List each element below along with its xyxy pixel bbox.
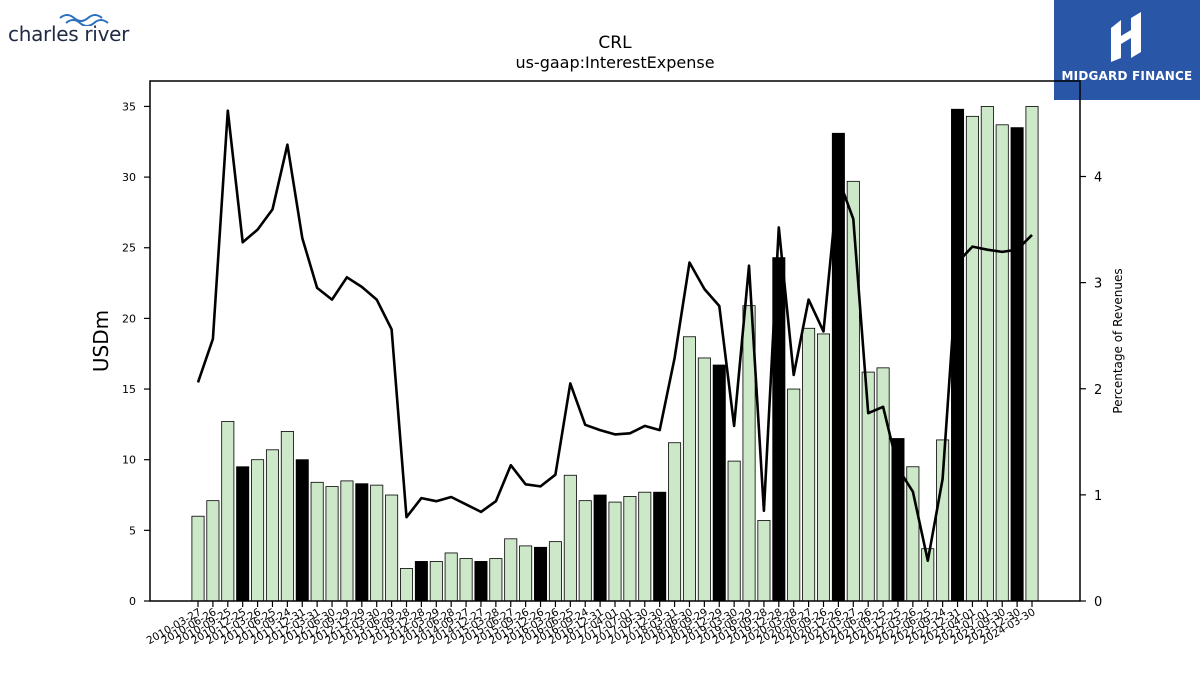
bar	[623, 496, 637, 602]
bar	[593, 494, 607, 602]
bar	[965, 115, 979, 602]
bar	[280, 431, 294, 602]
y2-tick-label: 2	[1094, 383, 1102, 398]
y-tick-label: 25	[122, 242, 136, 255]
y2-tick-label: 0	[1094, 595, 1102, 610]
x-axis: 2010-03-272010-06-262010-09-252010-12-25…	[145, 601, 1038, 647]
bar	[295, 459, 309, 602]
y-tick-label: 15	[122, 383, 136, 396]
bar	[980, 106, 994, 602]
y-tick-label: 20	[122, 312, 136, 325]
bar	[236, 466, 250, 602]
bar	[876, 367, 890, 602]
bar	[697, 357, 711, 602]
bar	[831, 132, 845, 602]
bar	[846, 180, 860, 602]
charles-river-logo: charles river	[8, 10, 138, 46]
bar	[385, 494, 399, 602]
bar	[519, 545, 533, 602]
bar	[340, 480, 354, 602]
y2-tick-label: 3	[1094, 277, 1102, 292]
bar	[712, 364, 726, 602]
chart-subtitle: us-gaap:InterestExpense	[515, 53, 714, 72]
bar	[668, 442, 682, 602]
bar	[370, 484, 384, 602]
y-axis-right: 0 1 2 3 4	[1080, 171, 1102, 610]
bar	[310, 481, 324, 602]
bar	[325, 486, 339, 602]
bar	[563, 474, 577, 602]
bar	[504, 538, 518, 602]
y-tick-label: 10	[122, 454, 136, 467]
bar	[578, 500, 592, 602]
percentage-line	[196, 109, 1033, 563]
chart-title: CRL	[598, 33, 632, 53]
bar	[653, 491, 667, 602]
bar	[1025, 106, 1039, 602]
y-axis-label: USDm	[89, 310, 113, 372]
bar	[548, 541, 562, 602]
bar	[265, 449, 279, 602]
bars-layer	[191, 106, 1039, 602]
y-axis-left: 0 5 10 15 20 25 30 35	[122, 100, 150, 608]
bar	[399, 568, 414, 602]
bar	[757, 520, 771, 602]
bar	[444, 552, 458, 602]
bar	[489, 558, 503, 602]
bar	[414, 561, 428, 602]
y-tick-label: 35	[122, 100, 136, 113]
bar	[787, 388, 801, 602]
y-tick-label: 30	[122, 171, 136, 184]
bar	[251, 459, 265, 602]
bar	[534, 546, 548, 602]
bar	[1010, 127, 1024, 602]
midgard-finance-logo: MIDGARD FINANCE	[1054, 0, 1200, 100]
line-layer	[196, 109, 1033, 563]
midgard-mark-icon	[1111, 12, 1141, 62]
bar	[429, 561, 443, 602]
bar	[191, 515, 205, 602]
y2-axis-label: Percentage of Revenues	[1111, 268, 1125, 413]
bar	[355, 483, 369, 602]
bar	[206, 500, 220, 602]
y-tick-label: 0	[129, 595, 136, 608]
bar	[816, 333, 831, 602]
bar	[638, 491, 652, 602]
midgard-finance-logo-text: MIDGARD FINANCE	[1061, 69, 1193, 83]
bar	[682, 336, 696, 602]
bar	[951, 108, 965, 602]
wave-icon	[59, 14, 109, 26]
bar	[727, 460, 741, 602]
bar	[474, 561, 488, 602]
y-tick-label: 5	[129, 524, 136, 537]
bar	[802, 327, 816, 602]
bar	[608, 501, 622, 602]
y2-tick-label: 4	[1094, 171, 1102, 186]
bar	[459, 558, 473, 602]
y2-tick-label: 1	[1094, 489, 1102, 504]
bar	[221, 421, 235, 602]
bar	[995, 124, 1009, 602]
charles-river-logo-text: charles river	[8, 22, 130, 46]
